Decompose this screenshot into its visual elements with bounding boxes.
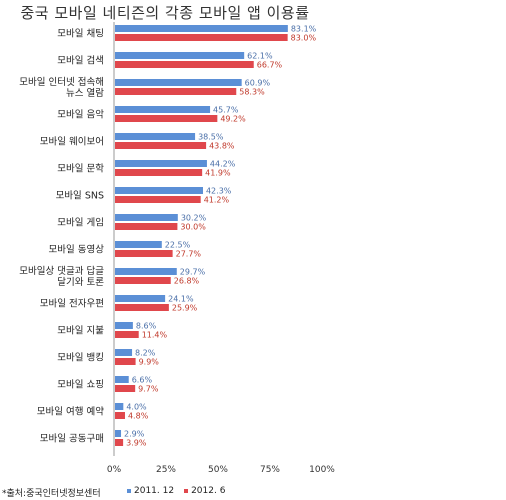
bar bbox=[115, 358, 136, 365]
value-label: 41.9% bbox=[205, 169, 231, 178]
bar bbox=[115, 88, 237, 95]
x-tick-label: 25% bbox=[156, 465, 176, 475]
legend-label: 2011. 12 bbox=[134, 486, 175, 496]
bar bbox=[115, 430, 122, 437]
bar bbox=[115, 169, 203, 176]
bar bbox=[115, 115, 218, 122]
category-label: 모바일 SNS bbox=[56, 191, 104, 202]
category-label: 모바일 문학 bbox=[57, 164, 104, 175]
x-tick-label: 75% bbox=[260, 465, 280, 475]
category-label: 모바일 채팅 bbox=[57, 29, 104, 40]
source-note: *출처:중국인터넷정보센터 bbox=[2, 489, 101, 499]
value-label: 26.8% bbox=[174, 277, 200, 286]
category-label: 모바일상 댓글과 답글 달기와 토론 bbox=[19, 265, 104, 288]
category-label: 모바일 여행 예약 bbox=[37, 406, 104, 418]
chart-title: 중국 모바일 네티즌의 각종 모바일 앱 이용률 bbox=[20, 4, 310, 22]
value-label: 8.2% bbox=[135, 349, 156, 358]
value-label: 6.6% bbox=[132, 376, 153, 385]
bar bbox=[115, 187, 203, 194]
bar bbox=[115, 25, 288, 32]
value-label: 30.0% bbox=[180, 223, 206, 232]
value-label: 30.2% bbox=[181, 214, 207, 223]
value-label: 41.2% bbox=[204, 196, 230, 205]
value-label: 29.7% bbox=[180, 268, 206, 277]
value-label: 58.3% bbox=[239, 88, 265, 97]
bar-layer bbox=[115, 25, 288, 446]
value-label: 42.3% bbox=[206, 187, 232, 196]
bar bbox=[115, 331, 139, 338]
value-label: 38.5% bbox=[198, 133, 224, 142]
bar bbox=[115, 241, 162, 248]
legend-label: 2012. 6 bbox=[191, 486, 226, 496]
value-label: 43.8% bbox=[209, 142, 235, 151]
bar bbox=[115, 142, 207, 149]
category-label: 모바일 지불 bbox=[57, 326, 104, 337]
value-label: 11.4% bbox=[142, 331, 168, 340]
bar bbox=[115, 250, 173, 257]
value-label: 62.1% bbox=[247, 52, 273, 61]
value-label: 22.5% bbox=[165, 241, 191, 250]
bar bbox=[115, 349, 133, 356]
bar bbox=[115, 61, 254, 68]
bar bbox=[115, 133, 196, 140]
value-label: 24.1% bbox=[168, 295, 194, 304]
bar bbox=[115, 160, 207, 167]
bar bbox=[115, 385, 136, 392]
value-label: 83.0% bbox=[291, 34, 317, 43]
value-label: 9.9% bbox=[139, 358, 160, 367]
category-label: 모바일 뱅킹 bbox=[57, 352, 104, 364]
category-label: 모바일 음악 bbox=[57, 109, 104, 121]
value-label: 4.8% bbox=[128, 412, 149, 421]
category-label: 모바일 게임 bbox=[57, 217, 104, 229]
legend-swatch bbox=[127, 488, 131, 493]
legend-item: 2012. 6 bbox=[184, 486, 225, 496]
value-label: 45.7% bbox=[213, 106, 239, 115]
value-label: 60.9% bbox=[245, 79, 271, 88]
category-label: 모바일 전자우편 bbox=[40, 298, 104, 310]
bar bbox=[115, 304, 169, 311]
value-label: 49.2% bbox=[220, 115, 246, 124]
value-label: 8.6% bbox=[136, 322, 157, 331]
bar bbox=[115, 106, 211, 113]
bar bbox=[115, 295, 166, 302]
category-label: 모바일 인터넷 접속해 뉴스 열람 bbox=[19, 76, 104, 99]
category-label: 모바일 동영상 bbox=[49, 245, 105, 256]
bar bbox=[115, 403, 124, 410]
value-label: 4.0% bbox=[126, 403, 147, 412]
x-tick-label: 0% bbox=[107, 465, 122, 475]
category-label: 모바일 검색 bbox=[57, 55, 104, 67]
chart-footer: *출처:중국인터넷정보센터 2011. 12 2012. 6 bbox=[0, 484, 330, 500]
bar bbox=[115, 79, 242, 86]
bar bbox=[115, 376, 129, 383]
category-label: 모바일 쇼핑 bbox=[57, 380, 104, 391]
bar bbox=[115, 214, 178, 221]
value-label: 83.1% bbox=[291, 25, 317, 34]
value-label: 3.9% bbox=[126, 439, 147, 448]
bar bbox=[115, 52, 245, 59]
bar bbox=[115, 268, 177, 275]
legend-swatch bbox=[184, 488, 189, 493]
legend: 2011. 12 2012. 6 bbox=[127, 486, 235, 496]
legend-item: 2011. 12 bbox=[127, 486, 174, 496]
value-label: 9.7% bbox=[138, 385, 159, 394]
value-label: 44.2% bbox=[210, 160, 236, 169]
label-layer: 0% 25% 50% 75% 100% 모바일 채팅 83.1%83.0% 모바일 검색 62.… bbox=[19, 25, 335, 476]
bar bbox=[115, 34, 288, 41]
x-tick-label: 50% bbox=[208, 465, 228, 475]
bar bbox=[115, 223, 178, 230]
value-label: 66.7% bbox=[257, 61, 283, 70]
bar bbox=[115, 196, 201, 203]
x-tick-label: 100% bbox=[309, 465, 335, 475]
bar bbox=[115, 439, 124, 446]
bar bbox=[115, 322, 133, 329]
category-label: 모바일 웨이보어 bbox=[40, 136, 104, 148]
value-label: 27.7% bbox=[176, 250, 202, 259]
value-label: 25.9% bbox=[172, 304, 198, 313]
bar bbox=[115, 277, 171, 284]
value-label: 2.9% bbox=[124, 430, 145, 439]
category-label: 모바일 공동구매 bbox=[40, 434, 104, 445]
bar-chart: 0% 25% 50% 75% 100% 모바일 채팅 83.1%83.0% 모바일 검색 62.… bbox=[19, 22, 335, 476]
bar bbox=[115, 412, 125, 419]
